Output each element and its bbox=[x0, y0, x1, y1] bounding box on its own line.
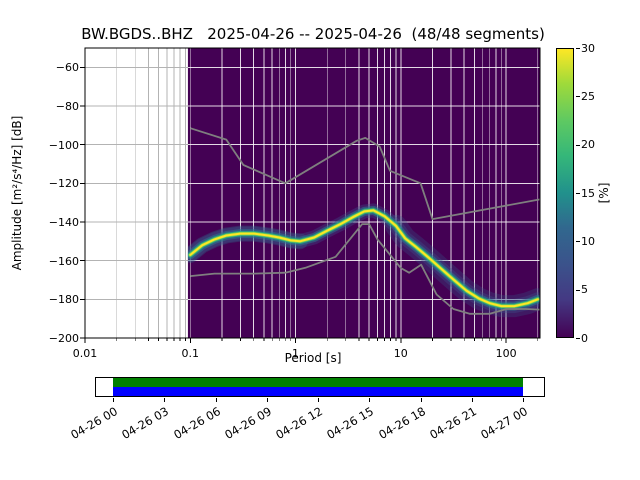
timeline-tick bbox=[420, 398, 422, 402]
timeline-tick bbox=[523, 398, 524, 402]
psd-probability-cloud bbox=[187, 203, 540, 318]
x-axis-label: Period [s] bbox=[284, 351, 342, 365]
timeline-tick bbox=[369, 398, 371, 402]
x-tick-label: 1 bbox=[292, 347, 300, 360]
timeline-tick bbox=[471, 398, 473, 402]
timeline-tick bbox=[164, 398, 166, 402]
psd-data-region bbox=[187, 48, 540, 338]
colorbar bbox=[556, 48, 574, 338]
y-axis-label: Amplitude [m²/s⁴/Hz] [dB] bbox=[10, 115, 24, 271]
colorbar-tick-label: 0 bbox=[581, 331, 588, 345]
x-tick-label: 0.1 bbox=[181, 347, 200, 360]
noise-model-lines bbox=[190, 127, 541, 315]
colorbar-tick-label: 10 bbox=[581, 234, 595, 248]
colorbar-tick bbox=[576, 144, 580, 146]
colorbar-tick bbox=[576, 96, 580, 98]
plot-title: BW.BGDS..BHZ 2025-04-26 -- 2025-04-26 (4… bbox=[81, 25, 545, 43]
grid-lines-on-data bbox=[187, 48, 540, 338]
timeline-tick bbox=[318, 398, 319, 402]
colorbar-tick-label: 20 bbox=[581, 138, 595, 152]
psd-plot-canvas bbox=[80, 47, 541, 343]
x-tick-label: 10 bbox=[393, 347, 408, 360]
x-tick-label: 100 bbox=[495, 347, 517, 360]
colorbar-gradient bbox=[557, 49, 573, 337]
colorbar-tick-label: 25 bbox=[581, 89, 595, 103]
x-tick-label: 0.01 bbox=[72, 347, 98, 360]
y-tick-label: −180 bbox=[48, 293, 79, 307]
timeline-data-used-bar bbox=[113, 387, 523, 396]
colorbar-tick bbox=[576, 193, 580, 194]
colorbar-tick-label: 5 bbox=[581, 283, 588, 297]
colorbar-tick bbox=[576, 289, 580, 291]
colorbar-tick-label: 30 bbox=[581, 41, 595, 55]
axes-frame bbox=[84, 47, 541, 339]
y-tick-label: −120 bbox=[48, 177, 79, 191]
colorbar-tick-label: 15 bbox=[581, 186, 595, 200]
colorbar-tick bbox=[576, 338, 580, 339]
y-tick-label: −200 bbox=[48, 332, 79, 345]
y-tick-label: −80 bbox=[55, 100, 79, 113]
y-tick-label: −160 bbox=[48, 254, 79, 268]
timeline-data-available-bar bbox=[113, 378, 523, 387]
timeline-tick bbox=[215, 398, 217, 402]
y-tick-label: −140 bbox=[48, 216, 79, 229]
axis-ticks bbox=[80, 66, 539, 343]
colorbar-tick bbox=[576, 48, 580, 49]
timeline-tick bbox=[266, 398, 268, 402]
colorbar-tick bbox=[576, 241, 580, 243]
y-tick-label: −100 bbox=[48, 138, 79, 152]
timeline-tick bbox=[113, 398, 114, 402]
y-tick-label: −60 bbox=[55, 61, 79, 75]
